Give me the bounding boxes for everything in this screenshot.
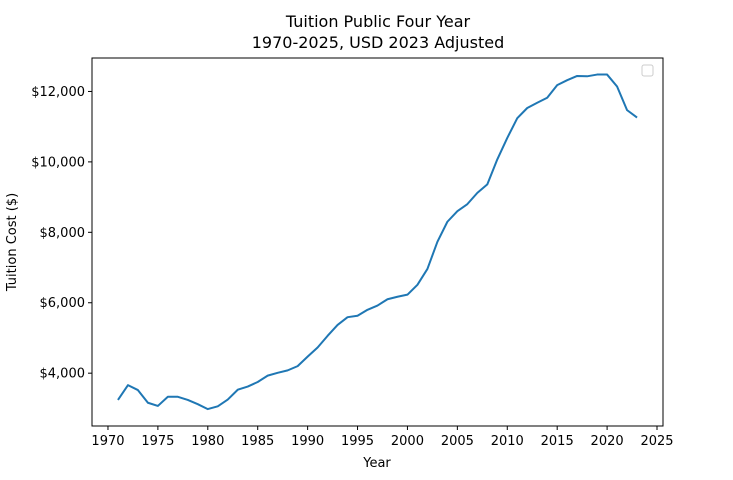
- x-tick-label: 1980: [191, 434, 224, 449]
- y-tick-label: $8,000: [40, 226, 86, 241]
- x-tick-label: 2010: [491, 434, 524, 449]
- x-tick-label: 1970: [91, 434, 124, 449]
- x-axis-ticks: 1970 1975 1980 1985 1990 1995 2000 2005 2010 2015…: [91, 426, 674, 449]
- x-tick-label: 2015: [541, 434, 574, 449]
- x-tick-label: 1995: [341, 434, 374, 449]
- x-tick-label: 1975: [141, 434, 174, 449]
- y-axis-label: Tuition Cost ($): [5, 193, 20, 292]
- y-tick-label: $6,000: [40, 296, 86, 311]
- x-tick-label: 2020: [591, 434, 624, 449]
- y-axis-ticks: $4,000 $6,000 $8,000 $10,000 $12,000: [31, 85, 92, 382]
- x-tick-label: 2025: [640, 434, 673, 449]
- plot-frame: [91, 57, 664, 427]
- y-tick-label: $4,000: [40, 367, 86, 382]
- tuition-series-line: [117, 73, 638, 411]
- series-layer: [117, 73, 638, 411]
- x-tick-label: 2005: [441, 434, 474, 449]
- x-tick-label: 1985: [241, 434, 274, 449]
- x-tick-label: 2000: [391, 434, 424, 449]
- y-tick-label: $10,000: [31, 155, 85, 170]
- legend-box: [641, 64, 654, 77]
- y-tick-label: $12,000: [31, 85, 85, 100]
- x-axis-label: Year: [362, 456, 391, 471]
- x-tick-label: 1990: [291, 434, 324, 449]
- chart-title: Tuition Public Four Year: [285, 12, 471, 31]
- chart-subtitle: 1970-2025, USD 2023 Adjusted: [252, 33, 504, 52]
